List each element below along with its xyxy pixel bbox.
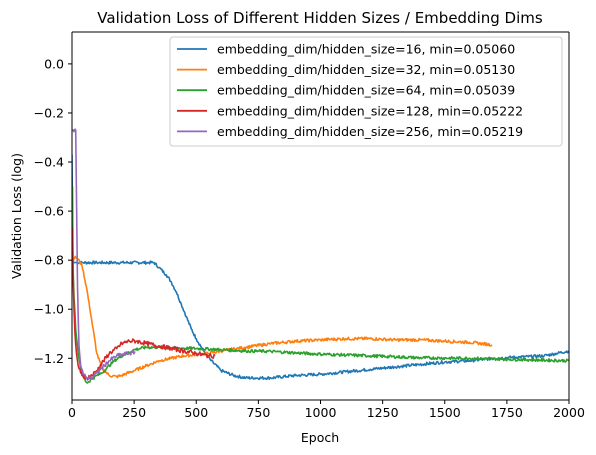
legend-box	[169, 36, 563, 147]
series-line-2	[72, 255, 493, 379]
y-tick-label: −0.8	[34, 253, 64, 268]
series-line-4	[72, 227, 216, 381]
series-line-5	[72, 128, 136, 381]
y-tick-label: −1.0	[34, 302, 64, 317]
series-layer	[72, 128, 569, 384]
x-axis-label: Epoch	[301, 430, 339, 445]
y-tick-label: 0.0	[44, 56, 64, 71]
x-tick-label: 0	[68, 405, 76, 420]
chart-title: Validation Loss of Different Hidden Size…	[97, 9, 543, 27]
legend-label: embedding_dim/hidden_size=128, min=0.052…	[217, 103, 523, 118]
x-axis-ticks: 0 250 500 750 1000 1250 1500 1750 2000	[68, 400, 585, 420]
x-tick-label: 750	[246, 405, 270, 420]
x-tick-label: 500	[184, 405, 208, 420]
y-tick-label: −0.4	[34, 155, 64, 170]
y-tick-label: −0.2	[34, 105, 64, 120]
y-tick-label: −1.2	[34, 351, 64, 366]
legend-label: embedding_dim/hidden_size=16, min=0.0506…	[217, 42, 515, 57]
legend-label: embedding_dim/hidden_size=64, min=0.0503…	[217, 83, 515, 98]
legend-label: embedding_dim/hidden_size=32, min=0.0513…	[217, 62, 515, 77]
y-tick-label: −0.6	[34, 204, 64, 219]
y-axis-label: Validation Loss (log)	[9, 153, 24, 279]
x-tick-label: 2000	[553, 405, 585, 420]
x-tick-label: 1000	[305, 405, 337, 420]
x-tick-label: 1500	[429, 405, 461, 420]
legend-label: embedding_dim/hidden_size=256, min=0.052…	[217, 124, 523, 139]
legend: embedding_dim/hidden_size=16, min=0.0506…	[169, 36, 563, 147]
x-tick-label: 250	[122, 405, 146, 420]
x-tick-label: 1750	[491, 405, 523, 420]
x-tick-label: 1250	[367, 405, 399, 420]
y-axis-ticks: −1.2 −1.0 −0.8 −0.6 −0.4 −0.2 0.0	[34, 56, 72, 366]
series-line-3	[72, 185, 569, 384]
